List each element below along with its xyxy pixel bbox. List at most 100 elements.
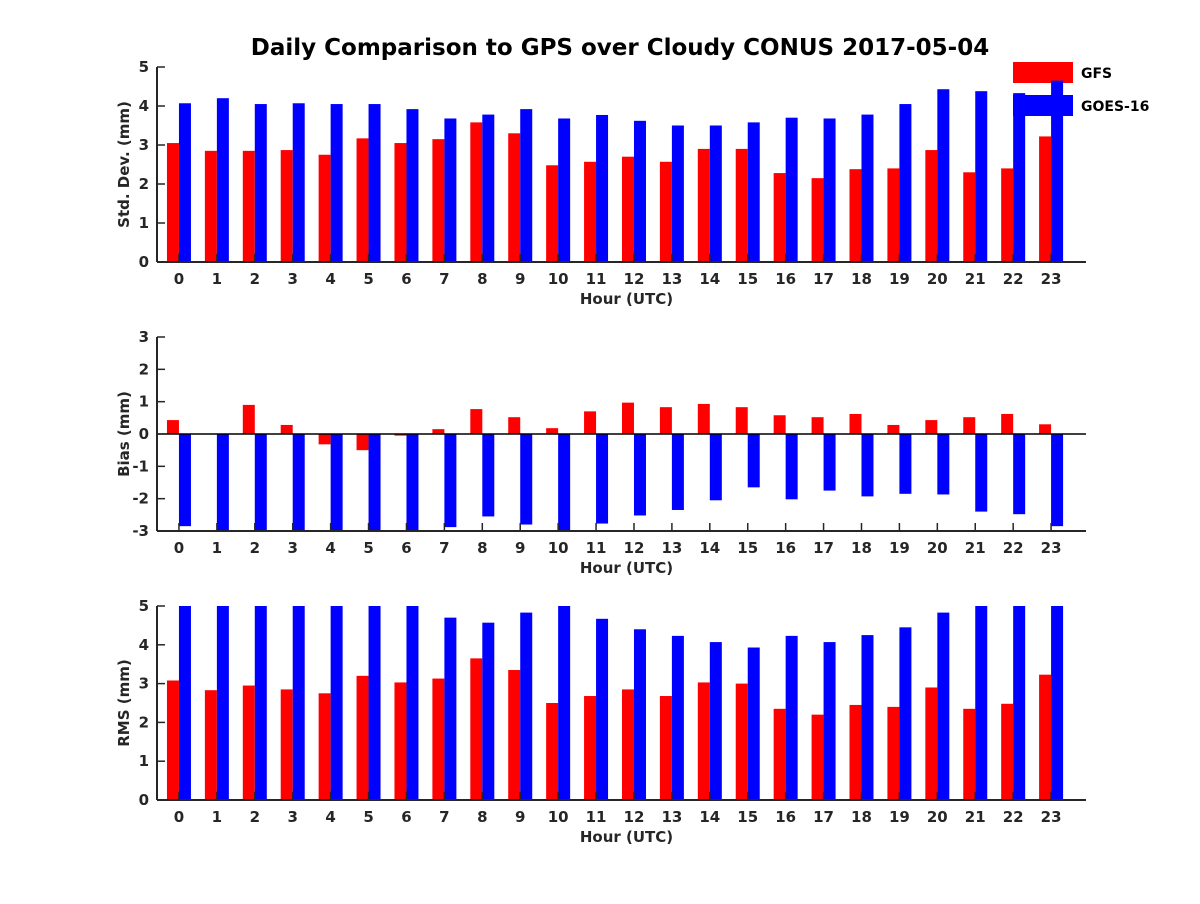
x-tick-label: 22: [1003, 539, 1024, 557]
x-tick-label: 5: [363, 539, 373, 557]
bar-gfs-hour-16: [774, 709, 786, 800]
bar-goes16-hour-17: [824, 642, 836, 800]
bar-gfs-hour-10: [546, 428, 558, 434]
bar-goes16-hour-5: [369, 606, 381, 800]
bar-goes16-hour-7: [444, 434, 456, 527]
bar-gfs-hour-23: [1039, 136, 1051, 262]
bar-goes16-hour-23: [1051, 81, 1063, 262]
bar-gfs-hour-7: [432, 679, 444, 800]
bar-goes16-hour-17: [824, 118, 836, 262]
bar-goes16-hour-2: [255, 104, 267, 262]
bar-gfs-hour-18: [849, 414, 861, 434]
bar-goes16-hour-5: [369, 104, 381, 262]
bar-goes16-hour-11: [596, 115, 608, 262]
bar-gfs-hour-10: [546, 703, 558, 800]
bar-gfs-hour-14: [698, 149, 710, 262]
x-tick-label: 4: [325, 270, 335, 288]
x-tick-label: 14: [699, 539, 720, 557]
bar-goes16-hour-13: [672, 434, 684, 510]
bar-goes16-hour-19: [899, 104, 911, 262]
bar-gfs-hour-17: [812, 417, 824, 434]
bar-goes16-hour-11: [596, 619, 608, 800]
x-tick-label: 17: [813, 270, 834, 288]
bar-goes16-hour-6: [406, 606, 418, 800]
bar-goes16-hour-19: [899, 627, 911, 800]
bar-goes16-hour-4: [331, 434, 343, 531]
bar-goes16-hour-22: [1013, 434, 1025, 514]
y-axis-label: RMS (mm): [115, 659, 133, 746]
bar-gfs-hour-2: [243, 686, 255, 800]
x-tick-label: 10: [548, 270, 569, 288]
bar-gfs-hour-6: [394, 143, 406, 262]
bar-gfs-hour-4: [319, 155, 331, 262]
bar-goes16-hour-0: [179, 606, 191, 800]
x-tick-label: 1: [212, 270, 222, 288]
bar-gfs-hour-4: [319, 693, 331, 800]
x-tick-label: 19: [889, 539, 910, 557]
bar-gfs-hour-11: [584, 162, 596, 262]
bar-goes16-hour-19: [899, 434, 911, 494]
y-tick-label: 1: [139, 752, 149, 770]
x-tick-label: 6: [401, 539, 411, 557]
x-tick-label: 3: [287, 270, 297, 288]
legend-label-goes-16: GOES-16: [1081, 99, 1149, 115]
x-tick-label: 13: [661, 270, 682, 288]
bar-gfs-hour-0: [167, 680, 179, 800]
x-tick-label: 16: [775, 808, 796, 826]
y-axis-label: Bias (mm): [115, 391, 133, 477]
bar-gfs-hour-8: [470, 122, 482, 262]
bar-gfs-hour-21: [963, 172, 975, 262]
x-tick-label: 17: [813, 539, 834, 557]
x-tick-label: 8: [477, 808, 487, 826]
bar-goes16-hour-16: [786, 118, 798, 262]
bar-goes16-hour-1: [217, 434, 229, 531]
bar-goes16-hour-21: [975, 434, 987, 512]
bar-gfs-hour-15: [736, 684, 748, 800]
x-tick-label: 11: [586, 539, 607, 557]
x-tick-label: 11: [586, 270, 607, 288]
x-tick-label: 2: [250, 270, 260, 288]
bar-gfs-hour-17: [812, 178, 824, 262]
bar-gfs-hour-18: [849, 169, 861, 262]
x-tick-label: 23: [1041, 539, 1062, 557]
bar-gfs-hour-1: [205, 151, 217, 262]
bar-goes16-hour-2: [255, 434, 267, 531]
bar-goes16-hour-4: [331, 104, 343, 262]
bar-gfs-hour-20: [925, 150, 937, 262]
bar-goes16-hour-18: [861, 635, 873, 800]
x-tick-label: 15: [737, 539, 758, 557]
bar-gfs-hour-14: [698, 404, 710, 434]
x-tick-label: 10: [548, 539, 569, 557]
bar-goes16-hour-21: [975, 606, 987, 800]
bar-goes16-hour-15: [748, 434, 760, 487]
legend-swatch-gfs: [1013, 62, 1073, 83]
chart-title: Daily Comparison to GPS over Cloudy CONU…: [251, 35, 989, 61]
bar-goes16-hour-20: [937, 434, 949, 494]
bar-gfs-hour-5: [357, 138, 369, 262]
x-tick-label: 1: [212, 539, 222, 557]
x-tick-label: 18: [851, 539, 872, 557]
x-tick-label: 7: [439, 808, 449, 826]
bar-gfs-hour-4: [319, 434, 331, 444]
x-axis-label: Hour (UTC): [580, 559, 673, 577]
bar-goes16-hour-16: [786, 434, 798, 499]
x-tick-label: 3: [287, 808, 297, 826]
bar-gfs-hour-13: [660, 407, 672, 434]
bar-goes16-hour-8: [482, 115, 494, 262]
bar-goes16-hour-14: [710, 642, 722, 800]
x-tick-label: 20: [927, 270, 948, 288]
x-tick-label: 0: [174, 270, 184, 288]
bar-goes16-hour-3: [293, 434, 305, 531]
x-tick-label: 21: [965, 270, 986, 288]
bar-goes16-hour-14: [710, 126, 722, 263]
x-axis-label: Hour (UTC): [580, 290, 673, 308]
bar-gfs-hour-11: [584, 696, 596, 800]
x-tick-label: 12: [624, 808, 645, 826]
y-tick-label: -3: [132, 522, 149, 540]
x-tick-label: 16: [775, 270, 796, 288]
x-tick-label: 0: [174, 808, 184, 826]
x-tick-label: 1: [212, 808, 222, 826]
